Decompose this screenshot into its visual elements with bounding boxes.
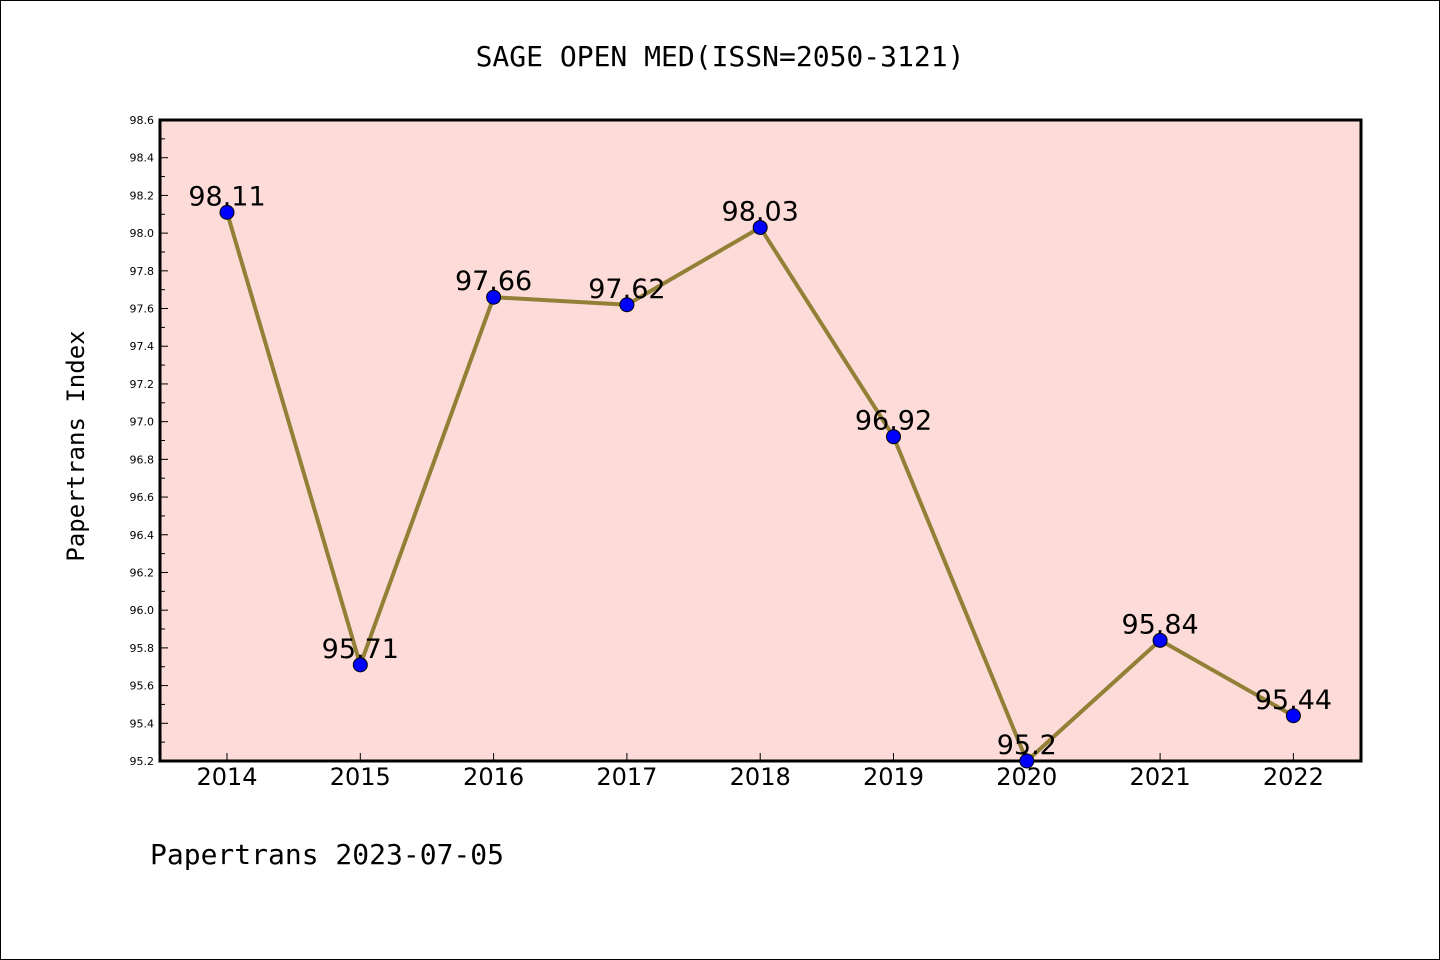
y-tick-label: 95.8 bbox=[130, 642, 155, 655]
y-axis-label: Papertrans Index bbox=[62, 330, 90, 561]
data-point bbox=[352, 657, 368, 673]
data-label: 95.84 bbox=[1121, 609, 1198, 640]
data-label: 97.66 bbox=[455, 266, 532, 297]
y-tick-label: 98.2 bbox=[130, 189, 155, 202]
data-label: 95.2 bbox=[997, 730, 1057, 761]
footer-text: Papertrans 2023-07-05 bbox=[150, 838, 504, 871]
x-tick-label: 2015 bbox=[330, 763, 391, 791]
x-tick-label: 2016 bbox=[463, 763, 524, 791]
y-tick-label: 98.6 bbox=[130, 114, 155, 127]
data-label: 98.03 bbox=[722, 196, 799, 227]
data-point bbox=[752, 219, 768, 235]
chart-title: SAGE OPEN MED(ISSN=2050-3121) bbox=[476, 40, 965, 73]
y-axis: 95.2 95.4 95.6 95.8 96.0 96.2 96.4 96.6 96.8 97.0… bbox=[130, 114, 168, 768]
y-tick-label: 97.8 bbox=[130, 265, 155, 278]
x-tick-label: 2018 bbox=[730, 763, 791, 791]
y-tick-label: 95.2 bbox=[130, 755, 155, 768]
y-tick-label: 97.6 bbox=[130, 303, 155, 316]
y-tick-label: 95.6 bbox=[130, 680, 155, 693]
y-tick-label: 97.4 bbox=[130, 340, 155, 353]
data-point bbox=[619, 297, 635, 313]
y-tick-label: 97.2 bbox=[130, 378, 155, 391]
data-point bbox=[219, 204, 235, 220]
series-markers bbox=[219, 204, 1301, 769]
data-label: 96.92 bbox=[855, 406, 932, 437]
x-tick-label: 2022 bbox=[1263, 763, 1324, 791]
data-point bbox=[1285, 708, 1301, 724]
data-point bbox=[486, 289, 502, 305]
data-label: 97.62 bbox=[588, 274, 665, 305]
data-point bbox=[886, 429, 901, 445]
y-tick-label: 96.4 bbox=[130, 529, 155, 542]
x-tick-label: 2019 bbox=[863, 763, 924, 791]
y-tick-label: 96.8 bbox=[130, 453, 155, 466]
data-point bbox=[1019, 753, 1035, 769]
data-label: 95.71 bbox=[322, 634, 399, 665]
data-labels: 98.11 95.71 97.66 97.62 98.03 96.92 95.2 95.84 9… bbox=[188, 181, 1332, 761]
y-tick-label: 98.0 bbox=[130, 227, 155, 240]
y-tick-label: 96.6 bbox=[130, 491, 155, 504]
x-tick-label: 2017 bbox=[596, 763, 657, 791]
data-label: 98.11 bbox=[188, 181, 265, 212]
data-label: 95.44 bbox=[1255, 685, 1332, 716]
x-axis: 2014 2015 2016 2017 2018 2019 2020 2021 2022 bbox=[196, 753, 1324, 791]
data-point bbox=[1152, 632, 1168, 648]
y-tick-label: 97.0 bbox=[130, 416, 155, 429]
y-tick-label: 96.0 bbox=[130, 604, 155, 617]
y-tick-label: 95.4 bbox=[130, 717, 155, 730]
y-tick-label: 98.4 bbox=[130, 152, 155, 165]
y-tick-label: 96.2 bbox=[130, 566, 155, 579]
x-tick-label: 2014 bbox=[196, 763, 257, 791]
x-tick-label: 2021 bbox=[1130, 763, 1191, 791]
